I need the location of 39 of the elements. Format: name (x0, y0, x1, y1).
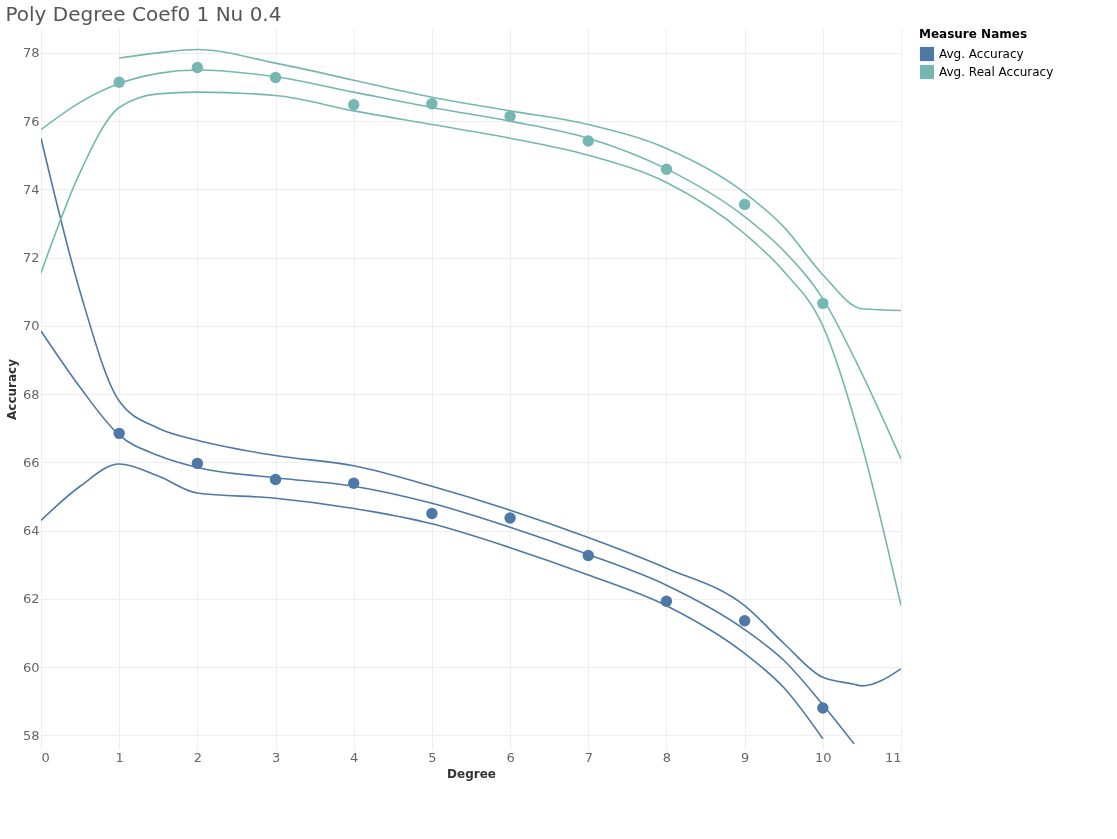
legend-title: Measure Names (919, 27, 1028, 41)
point (738, 198, 751, 211)
x-tick-label: 8 (662, 749, 672, 765)
x-tick-label: 10 (815, 749, 832, 765)
y-tick-label: 58 (22, 727, 40, 743)
y-tick-label: 70 (22, 318, 40, 334)
x-tick-label: 2 (193, 749, 202, 765)
x-tick-label: 9 (741, 749, 750, 765)
point (426, 507, 438, 520)
point (348, 99, 360, 111)
line-series (41, 463, 824, 740)
x-tick-label: 7 (584, 749, 593, 765)
x-tick-label: 0 (41, 749, 50, 765)
y-tick-label: 74 (22, 181, 40, 197)
y-tick-label: 60 (22, 659, 40, 675)
x-axis-title: Degree (447, 766, 496, 781)
legend-label: Avg. Accuracy (939, 47, 1024, 61)
line-series (118, 48, 901, 312)
y-tick-label: 68 (22, 386, 40, 402)
x-tick-label: 3 (271, 749, 281, 765)
y-axis-title: Accuracy (4, 358, 19, 421)
y-tick-label: 64 (22, 523, 40, 539)
line-series (41, 137, 901, 687)
y-tick-label: 76 (22, 113, 40, 129)
line-series (41, 330, 855, 745)
x-tick-label: 5 (428, 749, 437, 765)
y-tick-label: 62 (22, 591, 40, 607)
x-tick-label: 1 (115, 749, 124, 765)
chart-title: Poly Degree Coef0 1 Nu 0.4 (5, 2, 282, 26)
y-tick-label: 78 (22, 45, 40, 61)
point (504, 512, 516, 524)
line-series (41, 91, 901, 607)
legend-label: Avg. Real Accuracy (939, 65, 1054, 79)
y-tick-label: 66 (22, 454, 40, 470)
y-tick-label: 72 (22, 250, 40, 266)
x-tick-label: 6 (506, 749, 515, 765)
x-tick-label: 4 (350, 749, 359, 765)
x-tick-label: 11 (884, 749, 902, 765)
point (738, 615, 751, 627)
